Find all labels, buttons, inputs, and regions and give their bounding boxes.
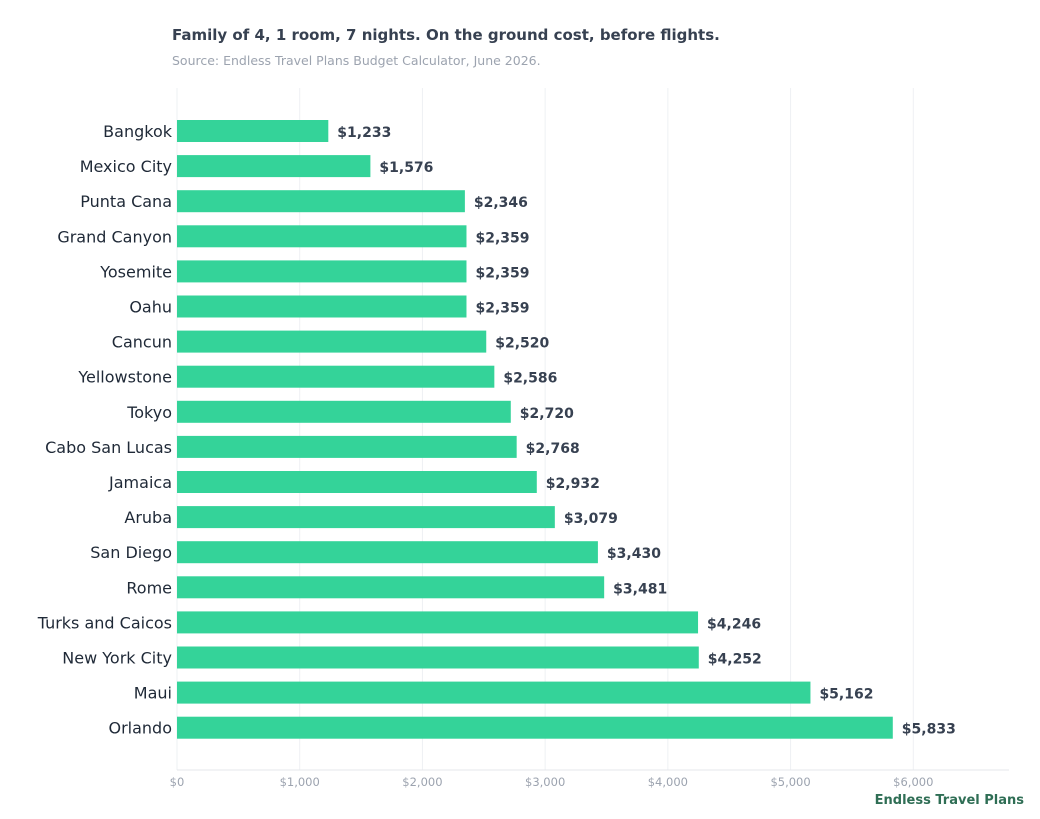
bar (177, 190, 465, 213)
category-label: Maui (134, 684, 172, 703)
value-label: $3,079 (564, 511, 618, 527)
category-label: Mexico City (80, 157, 172, 176)
bar (177, 576, 605, 599)
bar (177, 295, 467, 318)
category-label: Rome (126, 578, 172, 597)
value-label: $4,246 (707, 616, 761, 632)
bar (177, 400, 511, 423)
category-label: Turks and Caicos (37, 613, 172, 632)
value-label: $1,576 (379, 160, 433, 176)
bar (177, 330, 487, 353)
bar (177, 120, 329, 142)
bar (177, 435, 517, 458)
value-label: $2,359 (475, 230, 529, 246)
x-tick-label: $5,000 (770, 775, 810, 789)
category-label: Yellowstone (77, 368, 172, 387)
category-label: Aruba (124, 508, 172, 527)
bar (177, 260, 467, 283)
value-label: $2,520 (495, 336, 549, 352)
brand-label: Endless Travel Plans (874, 793, 1024, 808)
value-label: $2,346 (474, 195, 528, 211)
x-tick-label: $3,000 (525, 775, 565, 789)
x-tick-label: $4,000 (648, 775, 688, 789)
x-tick-label: $0 (170, 775, 185, 789)
value-label: $2,720 (520, 406, 574, 422)
x-tick-label: $1,000 (280, 775, 320, 789)
value-label: $2,359 (475, 265, 529, 281)
category-label: Punta Cana (80, 192, 172, 211)
bar (177, 225, 467, 248)
category-label: Cabo San Lucas (45, 438, 172, 457)
value-label: $2,359 (475, 301, 529, 317)
value-label: $2,586 (503, 371, 557, 387)
value-label: $2,932 (546, 476, 600, 492)
category-label: San Diego (90, 543, 172, 562)
value-label: $3,481 (613, 581, 667, 597)
value-label: $2,768 (526, 441, 580, 457)
bar (177, 681, 811, 704)
bar (177, 365, 495, 388)
category-label: Oahu (129, 298, 172, 317)
x-tick-label: $2,000 (402, 775, 442, 789)
category-label: Grand Canyon (57, 227, 172, 246)
bar (177, 471, 537, 493)
value-label: $1,233 (337, 125, 391, 141)
category-label: Jamaica (108, 473, 172, 492)
value-label: $3,430 (607, 546, 661, 562)
bar (177, 716, 893, 739)
bar (177, 646, 699, 669)
x-tick-label: $6,000 (893, 775, 933, 789)
bar (177, 541, 598, 564)
category-label: Cancun (112, 333, 172, 352)
value-label: $5,162 (819, 687, 873, 703)
category-label: Bangkok (103, 122, 173, 141)
value-label: $5,833 (902, 722, 956, 738)
x-axis: $0 $1,000 $2,000 $3,000 $4,000 $5,000 $6,000 (170, 769, 1009, 789)
chart-title: Family of 4, 1 room, 7 nights. On the gr… (172, 26, 720, 44)
value-label: $4,252 (708, 652, 762, 668)
bar (177, 611, 699, 634)
chart-subtitle: Source: Endless Travel Plans Budget Calc… (172, 53, 541, 68)
category-label: Yosemite (99, 262, 172, 281)
category-label: New York City (62, 649, 172, 668)
bar (177, 506, 555, 529)
category-label: Orlando (108, 719, 172, 738)
category-label: Tokyo (126, 403, 172, 422)
bars: Bangkok $1,233 Mexico City $1,576 Punta Cana… (37, 120, 956, 739)
bar (177, 155, 371, 178)
